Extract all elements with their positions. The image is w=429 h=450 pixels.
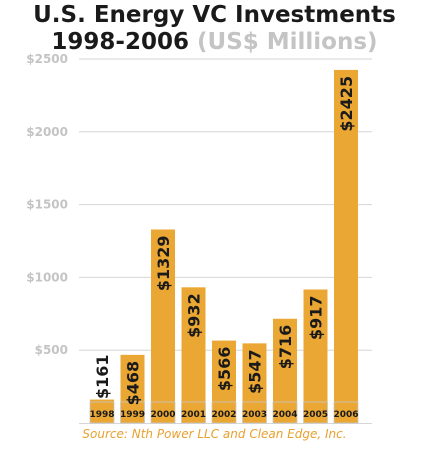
category-box-2006 (333, 401, 359, 424)
bar-2006 (334, 69, 358, 424)
category-box-1998 (89, 401, 115, 424)
bar-group-2003: 2003 $547 (242, 343, 267, 424)
data-label-1999: $468 (124, 361, 143, 406)
category-box-2003 (242, 401, 267, 424)
category-box-1999 (120, 401, 145, 424)
title-unit: (US$ Millions) (197, 29, 378, 55)
x-tick-label-2004: 2004 (272, 410, 297, 420)
category-box-2002 (211, 401, 237, 424)
bar-group-2006: 2006 $2425 (333, 69, 359, 424)
data-label-1998: $161 (93, 354, 112, 399)
bar-group-1999: 1999 $468 (120, 354, 145, 424)
category-box-2004 (272, 401, 298, 424)
data-label-2001: $932 (185, 293, 204, 338)
y-tick-label-2500: $2500 (26, 52, 68, 66)
x-tick-label-2006: 2006 (333, 410, 358, 420)
x-axis-baseline (79, 423, 372, 424)
bar-group-2004: 2004 $716 (272, 318, 298, 424)
bar-2001 (181, 287, 206, 423)
chart-title-line1: U.S. Energy VC Investments (33, 2, 396, 28)
x-tick-label-2003: 2003 (242, 410, 267, 420)
bar-2000 (151, 229, 175, 423)
data-label-2002: $566 (215, 347, 234, 392)
y-axis-labels: $500 $1000 $1500 $2000 $2500 (26, 52, 68, 357)
y-tick-label-500: $500 (35, 343, 68, 357)
bar-2005 (303, 289, 328, 423)
category-box-2000 (150, 401, 176, 424)
x-tick-label-2000: 2000 (150, 410, 175, 420)
bar-group-2001: 2001 $932 (181, 287, 206, 424)
bar-group-1998: 1998 $161 (89, 354, 115, 424)
bar-group-2000: 2000 $1329 (150, 229, 176, 424)
y-tick-label-2000: $2000 (26, 125, 68, 139)
data-label-2003: $547 (246, 349, 265, 394)
title-years: 1998-2006 (51, 29, 189, 55)
x-tick-label-2002: 2002 (211, 410, 236, 420)
data-label-2005: $917 (307, 295, 326, 340)
x-tick-label-1998: 1998 (89, 410, 114, 420)
data-label-2006: $2425 (337, 76, 356, 132)
x-tick-label-1999: 1999 (120, 410, 145, 420)
category-box-2005 (303, 401, 328, 424)
bar-group-2002: 2002 $566 (211, 340, 237, 424)
data-label-2000: $1329 (154, 235, 173, 291)
bar-group-2005: 2005 $917 (303, 289, 328, 424)
grid-lines (79, 58, 372, 351)
y-tick-label-1000: $1000 (26, 270, 68, 284)
x-tick-label-2005: 2005 (303, 410, 328, 420)
data-label-2004: $716 (276, 325, 295, 370)
source-note: Source: Nth Power LLC and Clean Edge, In… (82, 427, 347, 441)
y-tick-label-1500: $1500 (26, 198, 68, 212)
x-tick-label-2001: 2001 (181, 410, 206, 420)
category-box-2001 (181, 401, 206, 424)
chart-title-line2: 1998-2006 (US$ Millions) (0, 29, 429, 55)
bars: 1998 $161 1999 $468 2000 $1329 2001 $932 2002 $56… (89, 69, 359, 424)
